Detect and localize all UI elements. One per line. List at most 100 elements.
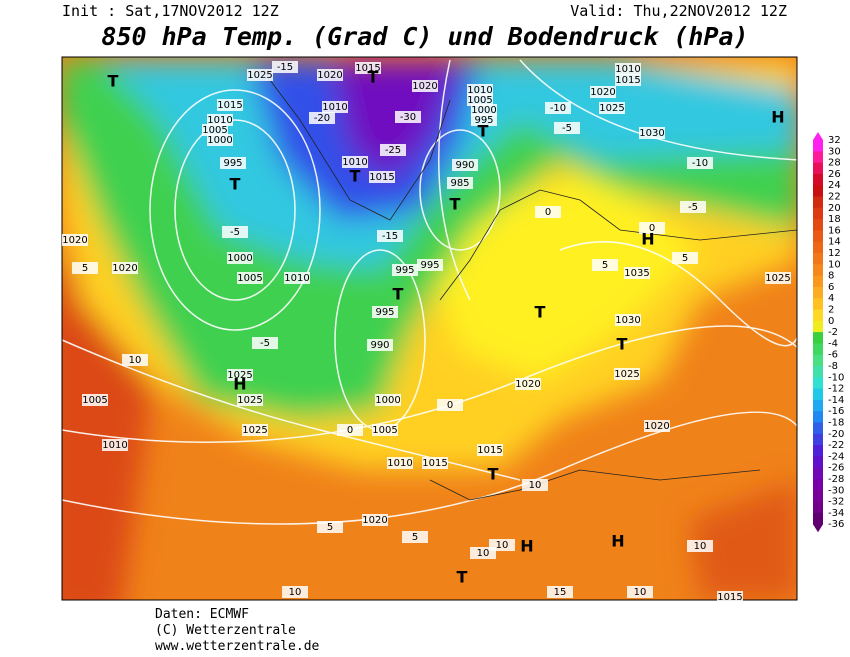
contour-label: 990 [370, 340, 389, 351]
color-bar-label: 12 [828, 248, 841, 259]
label-box [317, 521, 343, 533]
color-swatch [813, 479, 823, 491]
pressure-center: T [535, 303, 546, 322]
label-box [387, 457, 413, 469]
contour-label: -25 [385, 145, 401, 156]
label-box [372, 306, 398, 318]
pressure-center: T [617, 335, 628, 354]
label-box [252, 337, 278, 349]
label-box [477, 444, 503, 456]
color-bar-label: -16 [828, 406, 844, 417]
color-swatch [813, 173, 823, 186]
contour-label: 5 [412, 532, 418, 543]
label-box [207, 134, 233, 146]
contour-label: 1000 [471, 105, 496, 116]
color-swatch [813, 512, 823, 525]
contour-label: -10 [692, 158, 708, 169]
contour-label: 1035 [624, 268, 649, 279]
contour-label: 995 [223, 158, 242, 169]
label-box [615, 314, 641, 326]
color-bar-label: 8 [828, 271, 834, 282]
color-bar-label: -6 [828, 350, 838, 361]
label-box [222, 226, 248, 238]
color-swatch [813, 140, 823, 152]
pressure-center: H [771, 108, 784, 127]
contour-label: 1020 [412, 81, 437, 92]
label-box [395, 111, 421, 123]
label-box [452, 159, 478, 171]
label-box [227, 369, 253, 381]
init-time: Init : Sat,17NOV2012 12Z [62, 2, 279, 20]
color-swatch [813, 253, 823, 265]
color-swatch [813, 422, 823, 435]
pressure-center: T [230, 175, 241, 194]
contour-label: -15 [382, 231, 398, 242]
label-box [392, 264, 418, 276]
contour-label: 985 [450, 178, 469, 189]
color-bar-label: -32 [828, 497, 844, 508]
color-bar-label: 6 [828, 282, 834, 293]
color-swatch [813, 377, 823, 390]
label-box [687, 540, 713, 552]
contour-label: 5 [82, 263, 88, 274]
color-bar-label: -12 [828, 384, 844, 395]
contour-label: 990 [455, 160, 474, 171]
color-swatch [813, 162, 823, 175]
label-box [247, 69, 273, 81]
color-swatch [813, 264, 823, 277]
color-bar-label: -18 [828, 418, 844, 429]
contour-label: 10 [129, 355, 142, 366]
label-box [322, 101, 348, 113]
contour-label: 1000 [375, 395, 400, 406]
label-box [470, 547, 496, 559]
color-swatch [813, 241, 823, 254]
color-swatch [813, 320, 823, 333]
contour-label: 1010 [615, 64, 640, 75]
label-box [624, 267, 650, 279]
label-box [417, 259, 443, 271]
contour-label: 1015 [369, 172, 394, 183]
contour-label: 1020 [362, 515, 387, 526]
color-bar: 32302826242220181614121086420-2-4-6-8-10… [813, 132, 844, 533]
label-box [717, 591, 743, 603]
contour-label: 0 [545, 207, 551, 218]
pressure-center: T [457, 568, 468, 587]
label-box [639, 222, 665, 234]
contour-label: 10 [496, 540, 509, 551]
color-swatch [813, 467, 823, 480]
bar-tip-top [813, 132, 823, 140]
label-box [614, 368, 640, 380]
pressure-center: H [611, 532, 624, 551]
label-box [380, 144, 406, 156]
color-bar-label: -34 [828, 508, 844, 519]
contour-label: 1000 [227, 253, 252, 264]
pressure-center: T [450, 195, 461, 214]
pressure-center: T [368, 68, 379, 87]
label-box [317, 69, 343, 81]
color-bar-label: 20 [828, 203, 841, 214]
color-swatch [813, 388, 823, 401]
label-box [627, 586, 653, 598]
label-box [227, 252, 253, 264]
label-box [367, 339, 393, 351]
contour-label: 1010 [342, 157, 367, 168]
color-bar-label: 22 [828, 192, 841, 203]
label-box [412, 80, 438, 92]
label-box [615, 63, 641, 75]
color-bar-label: 18 [828, 214, 841, 225]
color-bar-label: -20 [828, 429, 844, 440]
contour-label: 1005 [372, 425, 397, 436]
pressure-center: T [350, 167, 361, 186]
contour-label: 1020 [590, 87, 615, 98]
contour-label: 1010 [467, 85, 492, 96]
label-box [309, 112, 335, 124]
color-swatch [813, 207, 823, 220]
contour-label: 1020 [515, 379, 540, 390]
color-swatch [813, 343, 823, 356]
contour-label: 1025 [599, 103, 624, 114]
label-box [217, 99, 243, 111]
label-box [592, 259, 618, 271]
color-bar-label: -22 [828, 440, 844, 451]
label-box [242, 424, 268, 436]
